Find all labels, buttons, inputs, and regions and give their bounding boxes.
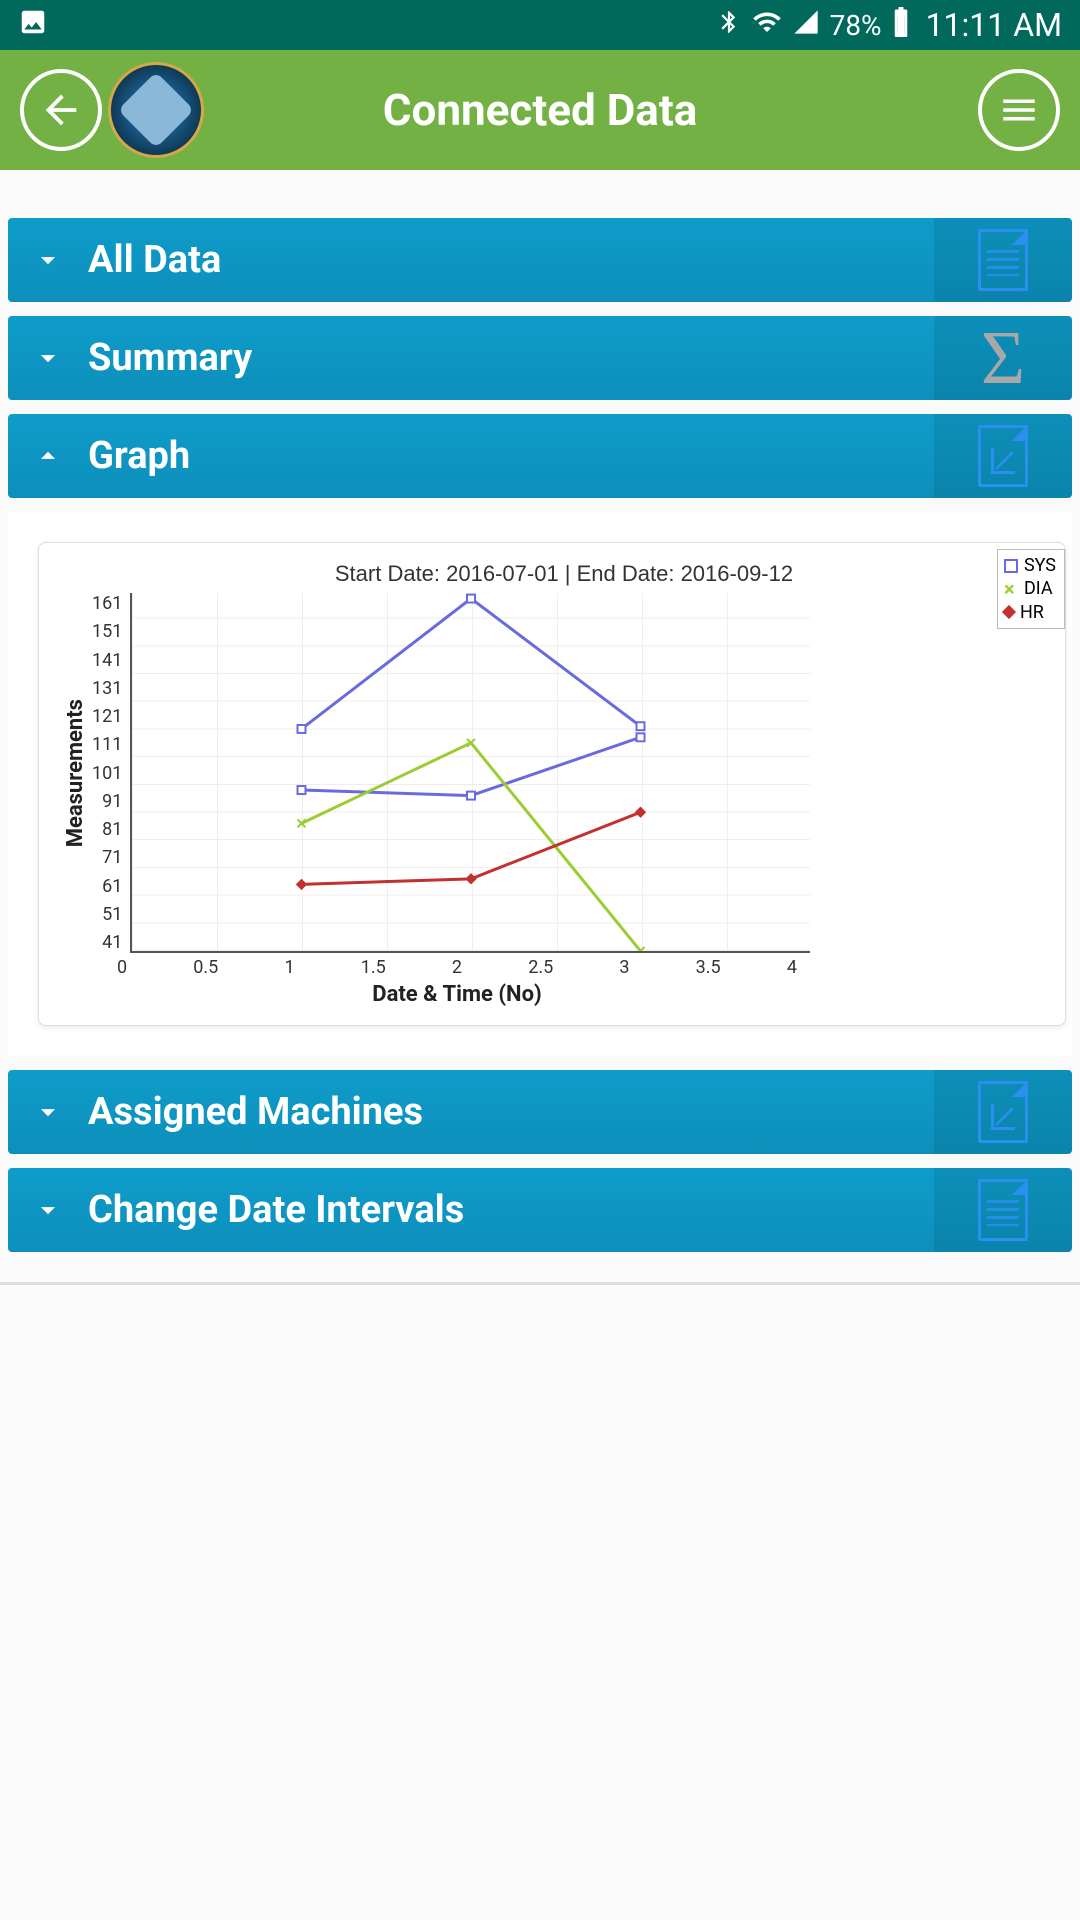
panel-label: Summary xyxy=(88,336,934,380)
battery-icon xyxy=(892,7,910,44)
chart-xticks: 00.511.522.533.54 xyxy=(117,957,797,978)
graph-panel-body: Start Date: 2016-07-01 | End Date: 2016-… xyxy=(8,512,1072,1056)
android-status-bar: 78% 11:11 AM xyxy=(0,0,1080,50)
chevron-down-icon xyxy=(8,243,88,277)
divider xyxy=(0,1282,1080,1285)
sigma-icon: Σ xyxy=(934,316,1072,400)
panel-change-date-intervals[interactable]: Change Date Intervals xyxy=(8,1168,1072,1252)
panel-all-data[interactable]: All Data xyxy=(8,218,1072,302)
sheet-icon xyxy=(934,1168,1072,1252)
menu-button[interactable] xyxy=(978,69,1060,151)
panel-graph[interactable]: Graph xyxy=(8,414,1072,498)
panel-label: All Data xyxy=(88,238,934,282)
wifi-icon xyxy=(752,7,782,44)
chart-doc-icon xyxy=(934,414,1072,498)
chart-yticks: 161151141131121111101918171615141 xyxy=(92,593,130,953)
chevron-up-icon xyxy=(8,439,88,473)
signal-icon xyxy=(792,8,820,43)
app-logo xyxy=(108,62,204,158)
chart-ylabel: Measurements xyxy=(63,699,88,847)
chart-plot-area xyxy=(130,593,810,953)
sheet-icon xyxy=(934,218,1072,302)
bluetooth-icon xyxy=(716,9,742,42)
panel-label: Change Date Intervals xyxy=(88,1188,934,1232)
panel-label: Assigned Machines xyxy=(88,1090,934,1134)
chart-title: Start Date: 2016-07-01 | End Date: 2016-… xyxy=(63,561,1065,587)
chevron-down-icon xyxy=(8,341,88,375)
chart-doc-icon xyxy=(934,1070,1072,1154)
chart-card: Start Date: 2016-07-01 | End Date: 2016-… xyxy=(38,542,1066,1026)
panel-assigned-machines[interactable]: Assigned Machines xyxy=(8,1070,1072,1154)
image-icon xyxy=(18,7,48,44)
chevron-down-icon xyxy=(8,1095,88,1129)
clock-time: 11:11 AM xyxy=(926,6,1062,44)
panel-label: Graph xyxy=(88,434,934,478)
battery-percent: 78% xyxy=(830,9,882,42)
chart-xlabel: Date & Time (No) xyxy=(117,982,797,1007)
chevron-down-icon xyxy=(8,1193,88,1227)
chart-legend: SYS×DIAHR xyxy=(997,549,1065,629)
panel-summary[interactable]: Summary Σ xyxy=(8,316,1072,400)
app-bar: Connected Data xyxy=(0,50,1080,170)
back-button[interactable] xyxy=(20,69,102,151)
